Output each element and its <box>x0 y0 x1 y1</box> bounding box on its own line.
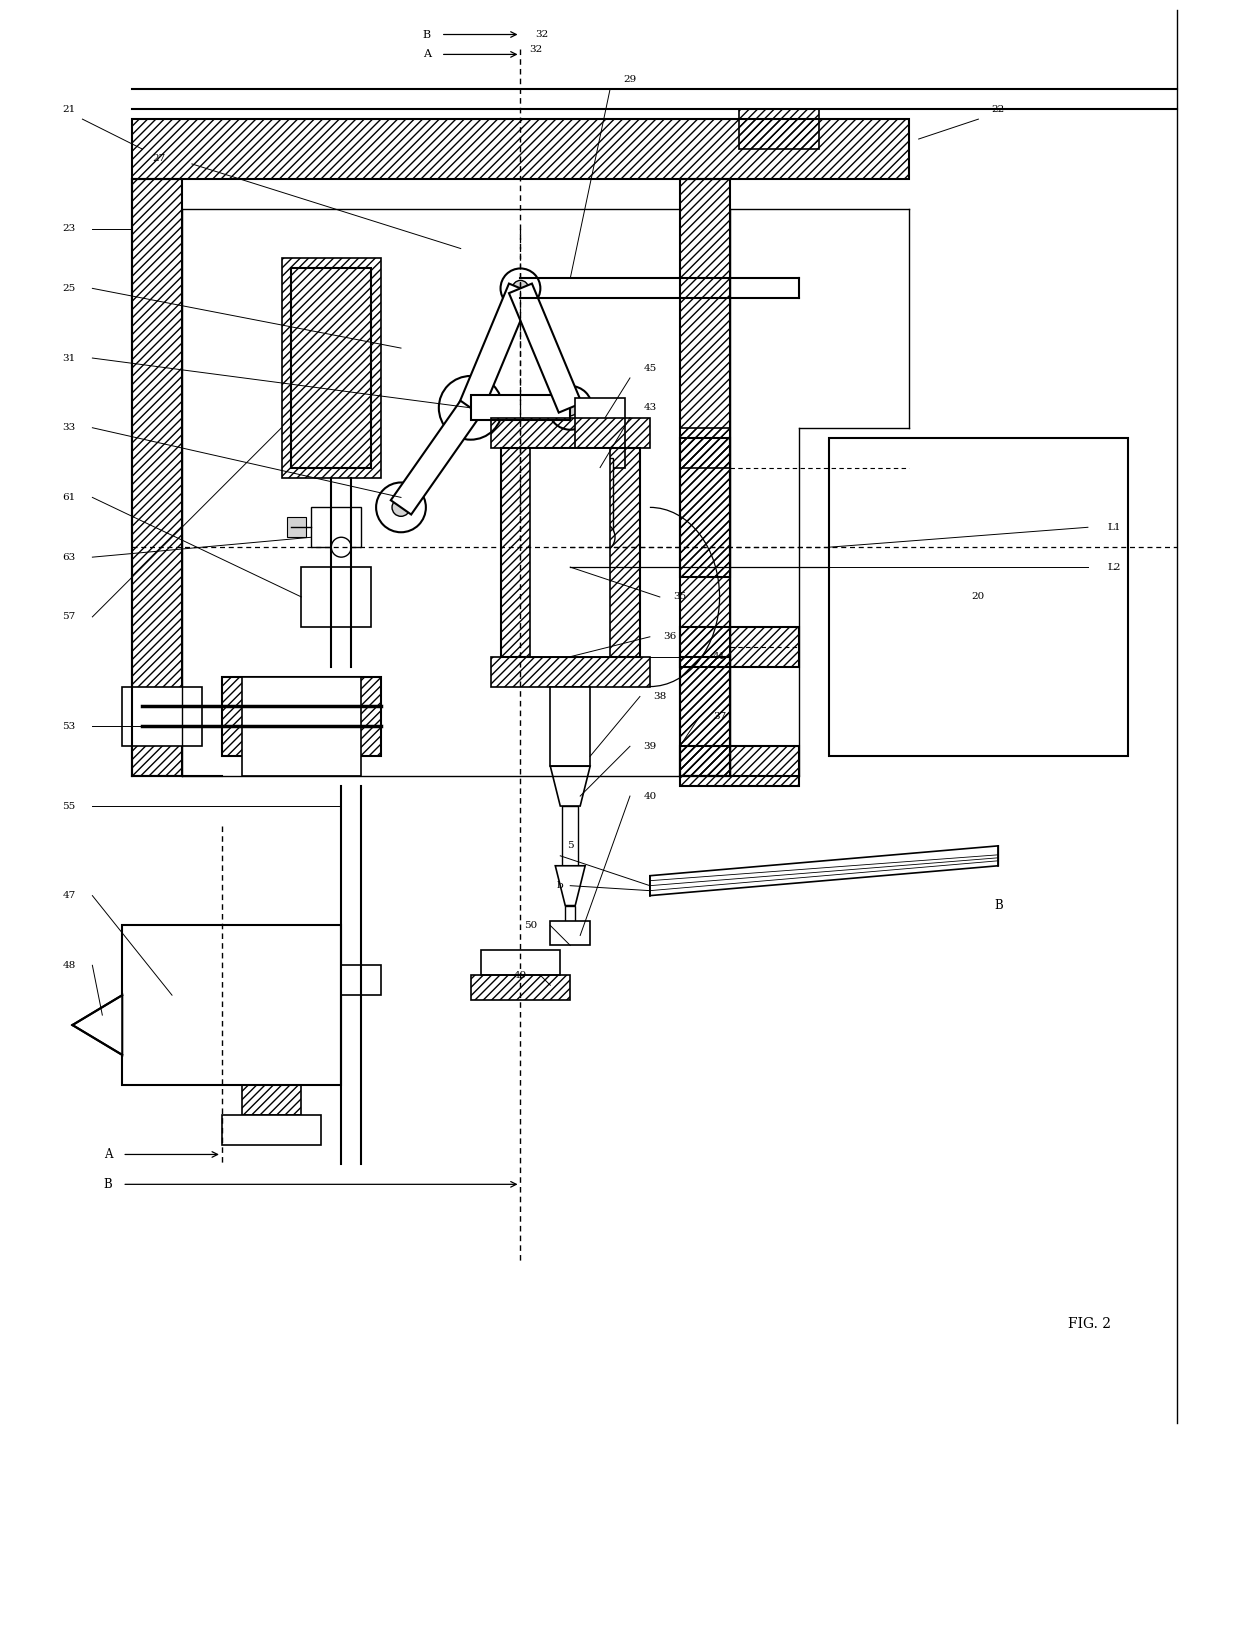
Polygon shape <box>391 400 481 514</box>
Text: 5: 5 <box>567 841 574 850</box>
Text: 45: 45 <box>644 364 656 372</box>
Bar <box>242 1085 301 1115</box>
Text: 37: 37 <box>713 712 727 720</box>
Text: B: B <box>994 899 1003 912</box>
Polygon shape <box>459 283 532 413</box>
Bar <box>680 428 729 468</box>
Text: 38: 38 <box>653 693 666 701</box>
Text: 49: 49 <box>513 971 527 980</box>
Bar <box>481 950 560 976</box>
Bar <box>680 657 729 776</box>
Circle shape <box>512 280 528 296</box>
Bar <box>301 567 371 628</box>
Text: 39: 39 <box>644 741 656 751</box>
Bar <box>680 628 800 667</box>
Text: 33: 33 <box>62 423 76 433</box>
Bar <box>311 507 361 548</box>
Text: 35: 35 <box>673 592 687 602</box>
Bar <box>491 418 650 447</box>
Bar <box>531 447 610 657</box>
Bar <box>501 447 640 657</box>
Text: 41: 41 <box>713 652 727 662</box>
Bar <box>123 686 202 746</box>
Text: B: B <box>103 1177 113 1190</box>
Text: 55: 55 <box>62 802 76 810</box>
Text: 31: 31 <box>62 353 76 363</box>
Text: 25: 25 <box>62 285 76 293</box>
Circle shape <box>439 376 502 439</box>
Circle shape <box>501 268 541 309</box>
Circle shape <box>585 522 615 553</box>
Text: 50: 50 <box>523 920 537 930</box>
Text: 27: 27 <box>153 154 165 164</box>
Bar <box>551 920 590 945</box>
Polygon shape <box>72 995 123 1055</box>
Bar <box>680 437 729 776</box>
Circle shape <box>459 395 482 420</box>
Polygon shape <box>556 865 585 906</box>
Text: L1: L1 <box>1107 524 1121 532</box>
Bar <box>680 746 800 785</box>
Text: 21: 21 <box>62 104 76 114</box>
Text: 29: 29 <box>624 75 636 85</box>
Circle shape <box>376 483 425 532</box>
Text: 43: 43 <box>644 403 656 413</box>
Circle shape <box>331 537 351 558</box>
Text: A: A <box>423 49 430 60</box>
Text: 32: 32 <box>536 29 548 39</box>
Text: 48: 48 <box>62 961 76 969</box>
Text: 47: 47 <box>62 891 76 901</box>
Bar <box>341 966 381 995</box>
Circle shape <box>562 400 578 416</box>
Text: 40: 40 <box>644 792 656 800</box>
Circle shape <box>548 385 593 429</box>
Polygon shape <box>508 283 582 413</box>
Text: 32: 32 <box>528 46 542 54</box>
Circle shape <box>392 499 410 517</box>
Text: 61: 61 <box>62 493 76 502</box>
Bar <box>551 686 590 766</box>
Bar <box>133 119 909 179</box>
Bar <box>222 676 381 756</box>
Bar <box>575 398 625 468</box>
Bar <box>222 1115 321 1145</box>
Text: b: b <box>557 881 564 889</box>
Text: B: B <box>423 29 430 39</box>
Polygon shape <box>551 766 590 806</box>
Text: 22: 22 <box>992 104 1004 114</box>
Bar <box>830 437 1127 756</box>
Bar <box>471 976 570 1000</box>
Bar <box>291 268 371 468</box>
Bar <box>242 676 361 776</box>
Bar <box>133 179 182 776</box>
Text: 20: 20 <box>972 592 985 602</box>
Bar <box>739 109 820 150</box>
Polygon shape <box>650 846 998 896</box>
Bar <box>565 906 575 925</box>
Bar <box>562 806 578 865</box>
Text: 53: 53 <box>62 722 76 732</box>
Text: 57: 57 <box>62 613 76 621</box>
Text: 63: 63 <box>62 553 76 561</box>
Polygon shape <box>471 395 570 420</box>
Bar <box>680 179 729 577</box>
Text: L2: L2 <box>1107 563 1121 572</box>
Text: 23: 23 <box>62 224 76 233</box>
Text: A: A <box>104 1148 113 1161</box>
Bar <box>123 925 341 1085</box>
Text: 36: 36 <box>663 633 676 641</box>
Text: FIG. 2: FIG. 2 <box>1068 1317 1111 1330</box>
Bar <box>281 259 381 478</box>
Bar <box>588 457 613 537</box>
Bar <box>491 657 650 686</box>
Bar <box>286 517 306 537</box>
